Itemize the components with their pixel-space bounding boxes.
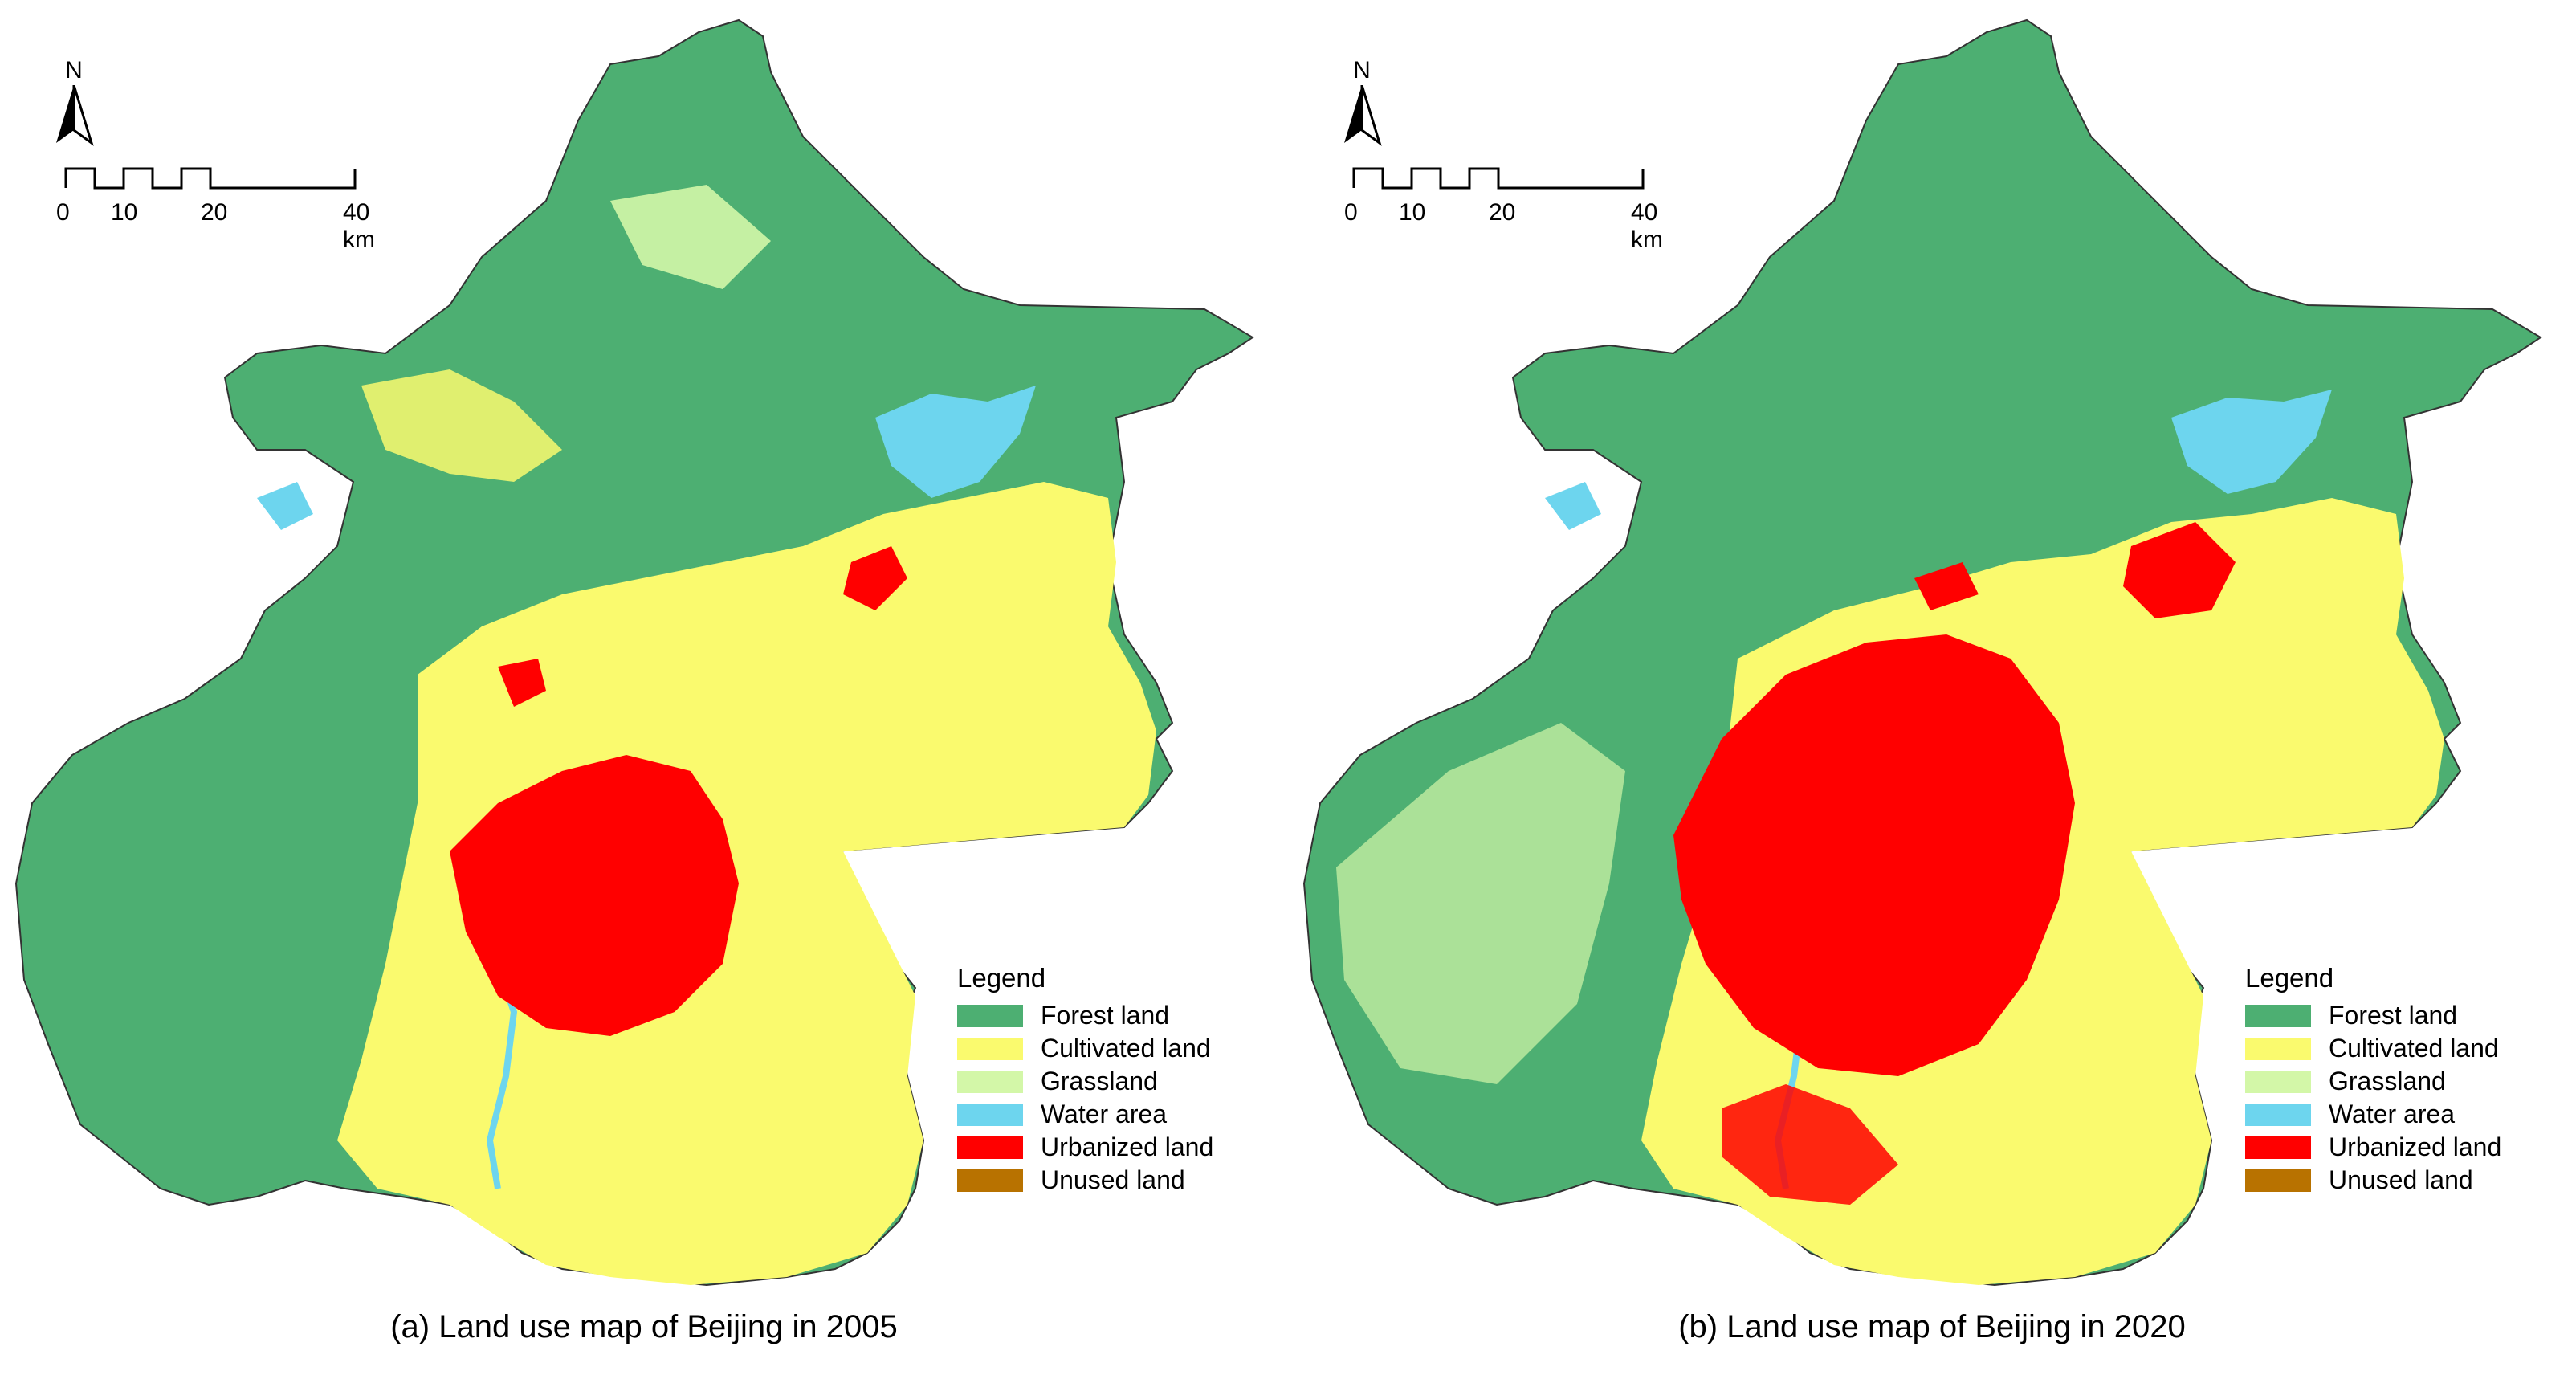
legend-item-forest: Forest land	[2245, 999, 2566, 1032]
legend-title: Legend	[957, 963, 1046, 993]
north-arrow-label: N	[1353, 57, 1371, 84]
legend-swatch	[2245, 1136, 2311, 1159]
north-arrow: N	[50, 56, 98, 153]
urbanized-land-south	[1722, 1084, 1898, 1205]
urbanized-land-northeast	[2123, 522, 2236, 618]
legend-label: Water area	[2329, 1100, 2456, 1128]
legend-item-water: Water area	[957, 1098, 1278, 1131]
urbanized-land-north	[843, 546, 907, 610]
north-arrow-icon	[1344, 85, 1382, 146]
legend-item-unused: Unused land	[2245, 1164, 2566, 1197]
urbanized-land-town	[498, 659, 546, 707]
legend-item-forest: Forest land	[957, 999, 1278, 1032]
figure-caption-a: (a) Land use map of Beijing in 2005	[390, 1309, 898, 1344]
cultivated-land-north	[361, 369, 562, 482]
legend-swatch	[957, 1103, 1023, 1126]
scale-label-10: 10	[111, 199, 138, 226]
north-arrow-label: N	[65, 57, 83, 84]
legend-label: Cultivated land	[2329, 1034, 2499, 1063]
scale-label-0: 0	[1344, 199, 1358, 226]
legend-swatch	[2245, 1037, 2311, 1060]
north-arrow-icon	[56, 85, 94, 146]
water-area-reservoir	[2171, 390, 2332, 494]
scale-label-10: 10	[1399, 199, 1426, 226]
land-use-map-2020	[1302, 18, 2542, 1287]
legend-title: Legend	[2245, 963, 2334, 993]
scale-bar-graphic	[64, 167, 357, 190]
urbanized-land-core	[1673, 634, 2075, 1076]
legend-item-unused: Unused land	[957, 1164, 1278, 1197]
legend-item-cultivated: Cultivated land	[2245, 1032, 2566, 1065]
scale-label-20: 20	[1489, 199, 1516, 226]
legend: Legend Forest land Cultivated land Grass…	[957, 962, 1278, 1197]
legend-label: Unused land	[2329, 1165, 2473, 1194]
legend-swatch	[957, 1169, 1023, 1192]
legend-label: Urbanized land	[2329, 1132, 2502, 1161]
water-area-west	[257, 482, 313, 530]
legend-label: Forest land	[2329, 1001, 2458, 1030]
legend-swatch	[2245, 1004, 2311, 1027]
legend-swatch	[957, 1070, 1023, 1093]
legend-label: Grassland	[2329, 1067, 2446, 1095]
map-panel-2005: N 0 10 20 40 km Legend Forest land Culti…	[14, 18, 1278, 1344]
legend-swatch	[957, 1037, 1023, 1060]
scale-label-0: 0	[56, 199, 70, 226]
legend-item-urbanized: Urbanized land	[957, 1131, 1278, 1164]
scale-label-40km: 40 km	[1631, 199, 1663, 253]
legend-swatch	[2245, 1103, 2311, 1126]
legend-item-grassland: Grassland	[2245, 1065, 2566, 1098]
legend-label: Grassland	[1041, 1067, 1158, 1095]
legend-item-urbanized: Urbanized land	[2245, 1131, 2566, 1164]
scale-bar: 0 10 20 40 km	[56, 157, 393, 253]
scale-label-40km: 40 km	[343, 199, 375, 253]
scale-bar: 0 10 20 40 km	[1344, 157, 1681, 253]
urbanized-land-north	[1914, 562, 1979, 610]
legend-swatch	[957, 1136, 1023, 1159]
scale-bar-graphic	[1352, 167, 1645, 190]
grassland-patch	[610, 185, 771, 289]
north-arrow: N	[1338, 56, 1386, 153]
legend-swatch	[2245, 1070, 2311, 1093]
legend-label: Unused land	[1041, 1165, 1185, 1194]
legend-item-grassland: Grassland	[957, 1065, 1278, 1098]
urbanized-land-core	[450, 755, 739, 1036]
legend-swatch	[957, 1004, 1023, 1027]
map-panel-2020: N 0 10 20 40 km Legend Forest land Culti…	[1288, 0, 2576, 1379]
legend-label: Cultivated land	[1041, 1034, 1211, 1063]
legend-label: Water area	[1041, 1100, 1168, 1128]
legend-label: Urbanized land	[1041, 1132, 1214, 1161]
water-area-reservoir	[875, 386, 1036, 498]
figure-caption-b: (b) Land use map of Beijing in 2020	[1678, 1309, 2186, 1344]
grassland-southwest	[1336, 723, 1625, 1084]
legend-swatch	[2245, 1169, 2311, 1192]
water-area-west	[1545, 482, 1601, 530]
legend-label: Forest land	[1041, 1001, 1170, 1030]
legend-item-cultivated: Cultivated land	[957, 1032, 1278, 1065]
scale-label-20: 20	[201, 199, 228, 226]
legend: Legend Forest land Cultivated land Grass…	[2245, 962, 2566, 1197]
land-use-map-2005	[14, 18, 1254, 1287]
legend-item-water: Water area	[2245, 1098, 2566, 1131]
